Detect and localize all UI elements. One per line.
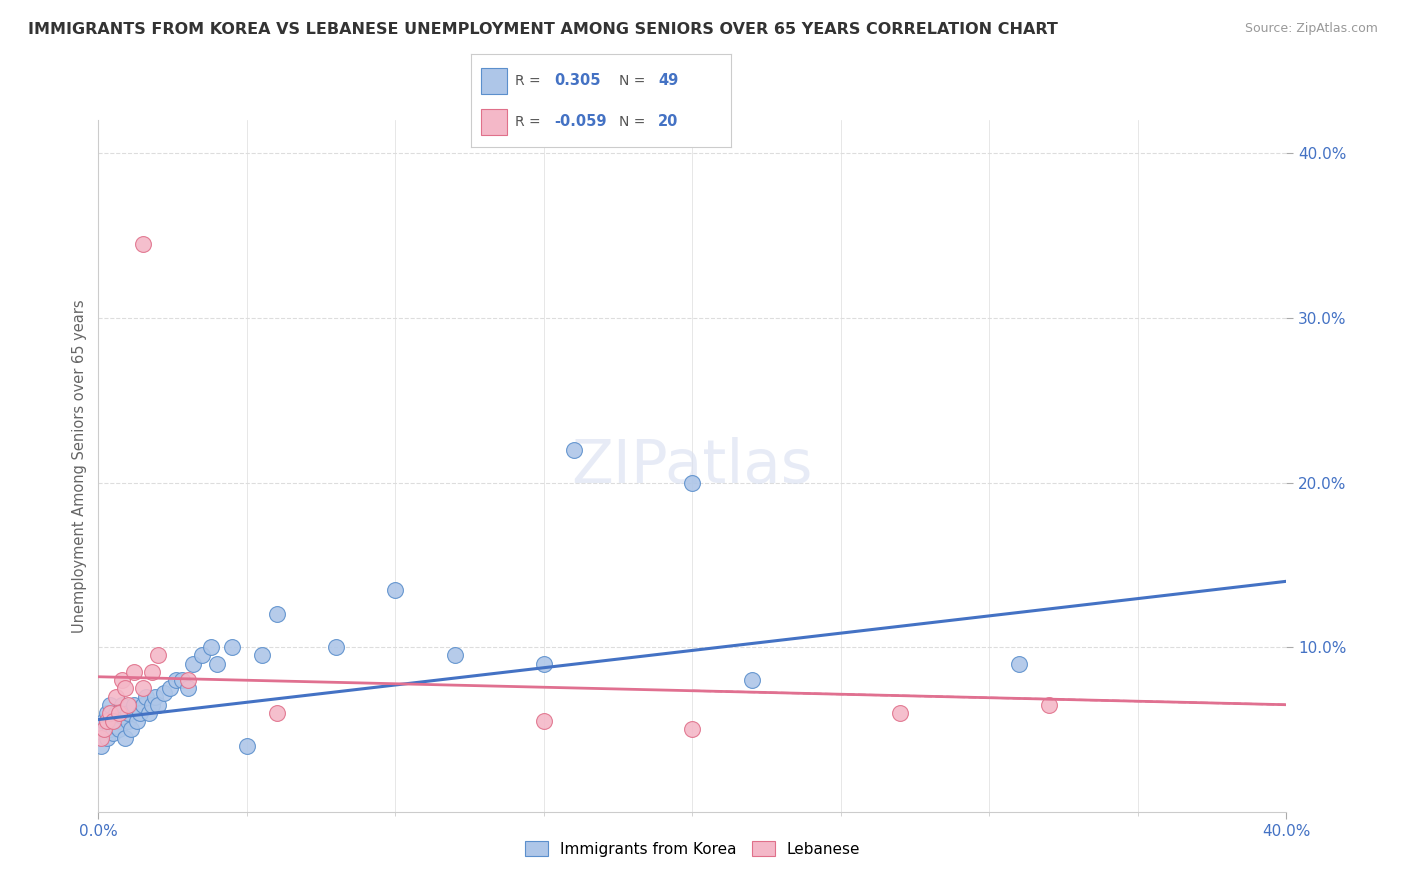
Point (176, 673, 198, 687)
Text: 49: 49 (658, 73, 679, 88)
Point (165, 673, 187, 687)
Point (111, 673, 134, 687)
Point (325, 640, 347, 654)
Point (266, 706, 288, 720)
Point (132, 698, 155, 712)
Point (141, 698, 163, 712)
Text: -0.059: -0.059 (554, 114, 607, 129)
Text: R =: R = (515, 74, 541, 87)
Point (443, 648, 465, 663)
Point (98, 723, 121, 737)
Point (105, 690, 128, 704)
Point (108, 723, 131, 737)
Point (1008, 657, 1031, 671)
Point (191, 648, 214, 663)
Point (146, 698, 169, 712)
Point (93, 714, 115, 729)
Point (135, 690, 157, 704)
Point (138, 706, 160, 720)
Y-axis label: Unemployment Among Seniors over 65 years: Unemployment Among Seniors over 65 years (72, 299, 87, 633)
Point (741, 673, 763, 687)
Text: R =: R = (515, 115, 541, 128)
Point (93, 723, 115, 737)
Point (170, 673, 193, 687)
Point (105, 706, 128, 720)
Text: ZIPatlas: ZIPatlas (572, 436, 813, 496)
Text: IMMIGRANTS FROM KOREA VS LEBANESE UNEMPLOYMENT AMONG SENIORS OVER 65 YEARS CORRE: IMMIGRANTS FROM KOREA VS LEBANESE UNEMPL… (28, 22, 1057, 37)
Point (384, 582, 406, 597)
Text: 0.305: 0.305 (554, 73, 600, 88)
Text: N =: N = (619, 115, 645, 128)
Point (889, 706, 911, 720)
Point (108, 706, 131, 720)
Point (205, 657, 228, 671)
Point (141, 665, 163, 679)
Point (122, 698, 145, 712)
Point (129, 706, 152, 720)
Point (200, 640, 222, 654)
Point (117, 706, 139, 720)
Point (108, 714, 131, 729)
Text: N =: N = (619, 74, 645, 87)
Point (132, 681, 155, 696)
Point (96, 714, 118, 729)
Point (1038, 698, 1060, 712)
Point (236, 739, 259, 753)
Point (117, 714, 139, 729)
Point (562, 442, 585, 457)
Point (159, 681, 181, 696)
Bar (481, 68, 508, 94)
Point (221, 640, 243, 654)
Point (266, 607, 288, 622)
Point (681, 723, 703, 737)
Point (125, 714, 148, 729)
Point (176, 681, 198, 696)
Point (114, 731, 136, 745)
Point (122, 665, 145, 679)
Text: 20: 20 (658, 114, 679, 129)
Point (90, 739, 112, 753)
Point (120, 723, 142, 737)
Point (103, 714, 125, 729)
Point (93, 723, 115, 737)
Point (114, 681, 136, 696)
Text: Source: ZipAtlas.com: Source: ZipAtlas.com (1244, 22, 1378, 36)
Point (103, 725, 125, 739)
Point (98, 706, 121, 720)
Point (105, 719, 128, 733)
Point (111, 709, 134, 723)
Legend: Immigrants from Korea, Lebanese: Immigrants from Korea, Lebanese (519, 835, 866, 863)
Point (111, 698, 134, 712)
Point (96, 731, 118, 745)
Point (533, 657, 555, 671)
Point (96, 706, 118, 720)
Point (98, 698, 121, 712)
Point (132, 236, 155, 251)
Point (183, 657, 205, 671)
Point (146, 648, 169, 663)
Point (117, 698, 139, 712)
Point (152, 686, 174, 700)
Point (533, 714, 555, 729)
Bar (481, 109, 508, 135)
Point (90, 731, 112, 745)
Point (250, 648, 273, 663)
Point (143, 690, 166, 704)
Point (103, 714, 125, 729)
Point (681, 475, 703, 490)
